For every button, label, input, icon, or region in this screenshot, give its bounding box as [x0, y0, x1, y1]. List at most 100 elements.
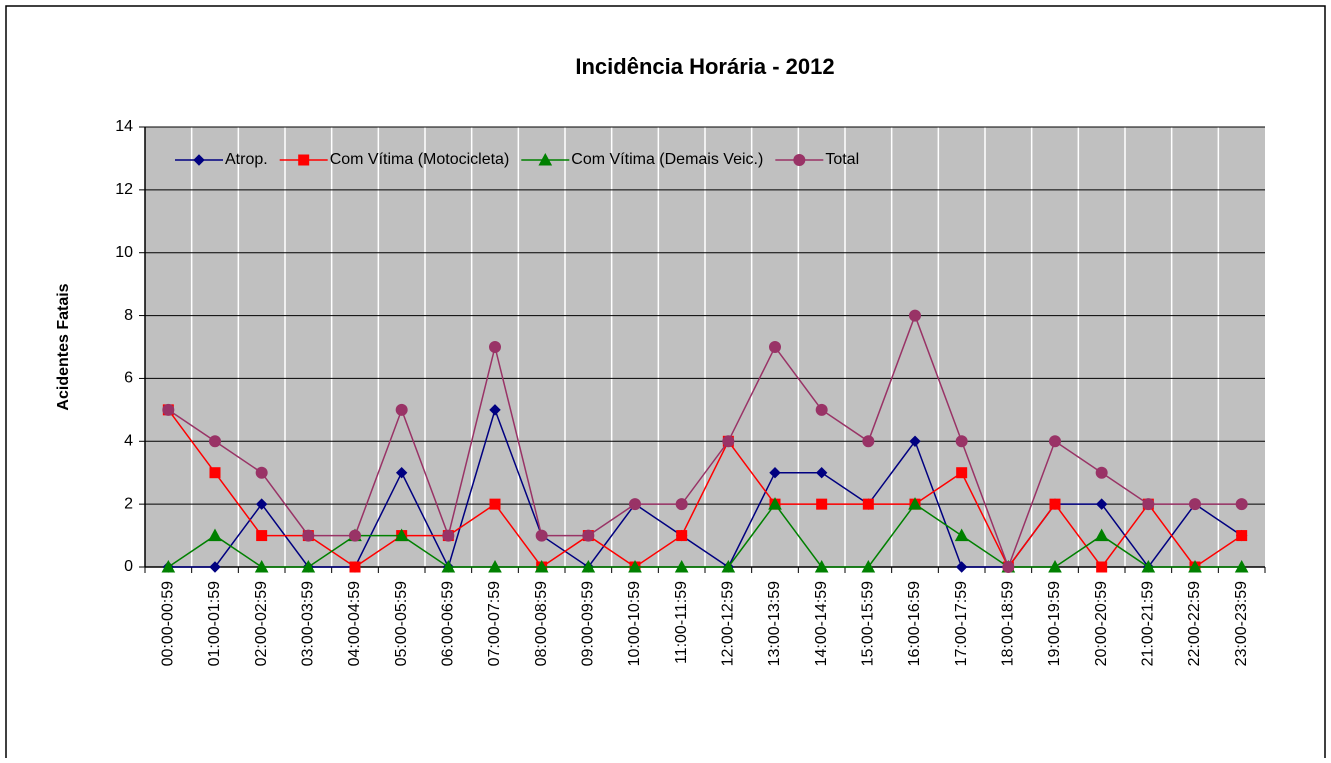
marker	[861, 559, 876, 573]
marker	[193, 154, 205, 166]
marker	[954, 528, 969, 542]
marker	[722, 435, 735, 448]
marker	[955, 435, 968, 448]
marker	[721, 559, 736, 573]
x-tick-label: 09:00-09:59	[580, 581, 597, 667]
x-tick-label: 15:00-15:59	[860, 581, 877, 667]
marker	[909, 309, 921, 322]
marker	[489, 498, 501, 510]
x-tick-label: 22:00-22:59	[1186, 581, 1203, 667]
marker	[162, 403, 175, 416]
marker	[538, 152, 553, 166]
marker	[1189, 498, 1201, 511]
marker	[956, 467, 968, 479]
marker	[816, 498, 828, 510]
marker	[535, 529, 548, 542]
marker	[161, 559, 176, 573]
x-tick-label: 23:00-23:59	[1233, 581, 1250, 667]
x-tick-label: 08:00-08:59	[533, 581, 550, 667]
y-tick-label: 10	[115, 244, 133, 261]
x-tick-label: 07:00-07:59	[486, 581, 503, 667]
x-tick-label: 13:00-13:59	[766, 581, 783, 667]
legend-label: Total	[825, 151, 859, 168]
marker	[675, 498, 688, 511]
marker	[254, 559, 269, 573]
y-tick-label: 12	[115, 181, 133, 198]
x-tick-label: 05:00-05:59	[393, 581, 410, 667]
marker	[255, 498, 268, 510]
marker	[489, 404, 501, 416]
marker	[256, 530, 268, 542]
marker	[815, 467, 828, 479]
x-tick-label: 03:00-03:59	[300, 581, 317, 667]
y-tick-label: 2	[124, 495, 133, 512]
series-line	[167, 502, 1242, 568]
x-tick-label: 14:00-14:59	[813, 581, 830, 667]
marker	[1236, 530, 1248, 542]
legend-label: Com Vítima (Motocicleta)	[330, 151, 510, 168]
marker	[298, 154, 310, 166]
legend-label: Atrop.	[225, 151, 268, 168]
chart-title: Incidência Horária - 2012	[575, 54, 834, 79]
marker	[674, 559, 689, 573]
x-tick-label: 20:00-20:59	[1093, 581, 1110, 667]
marker	[1141, 559, 1156, 573]
marker	[1094, 528, 1109, 542]
y-tick-label: 0	[124, 558, 133, 575]
marker	[442, 529, 455, 542]
marker	[793, 154, 806, 166]
series-line	[167, 313, 1242, 570]
marker	[209, 467, 221, 479]
x-tick-label: 02:00-02:59	[253, 581, 270, 667]
marker	[394, 528, 409, 542]
marker	[581, 559, 596, 573]
x-tick-label: 11:00-11:59	[673, 581, 690, 664]
marker	[769, 467, 781, 479]
marker	[676, 530, 688, 542]
marker	[395, 403, 408, 416]
marker	[862, 498, 874, 510]
y-tick-label: 8	[124, 307, 133, 324]
marker	[395, 467, 408, 479]
marker	[629, 498, 641, 511]
x-tick-label: 16:00-16:59	[906, 581, 923, 667]
marker	[208, 528, 222, 542]
series-line	[167, 409, 1243, 569]
marker	[955, 561, 968, 573]
x-tick-label: 18:00-18:59	[1000, 581, 1017, 667]
marker	[1095, 498, 1108, 510]
x-tick-label: 12:00-12:59	[720, 581, 737, 667]
x-tick-label: 04:00-04:59	[346, 581, 363, 667]
marker	[1048, 559, 1062, 573]
marker	[862, 435, 875, 448]
y-axis-label: Acidentes Fatais	[55, 283, 72, 410]
marker	[815, 403, 828, 416]
marker	[909, 435, 921, 447]
marker	[814, 559, 829, 573]
x-tick-label: 00:00-00:59	[160, 581, 177, 667]
x-tick-label: 17:00-17:59	[953, 581, 970, 667]
marker	[908, 497, 922, 510]
marker	[1002, 561, 1015, 573]
marker	[302, 529, 315, 542]
marker	[628, 559, 642, 573]
x-tick-label: 19:00-19:59	[1046, 581, 1063, 667]
marker	[1234, 559, 1249, 573]
y-tick-label: 14	[115, 118, 133, 135]
marker	[1096, 561, 1108, 573]
marker	[301, 559, 316, 573]
marker	[441, 559, 456, 573]
marker	[1188, 559, 1202, 573]
marker	[1142, 498, 1155, 511]
marker	[349, 529, 361, 542]
marker	[1235, 498, 1248, 511]
marker	[488, 559, 502, 573]
x-tick-label: 21:00-21:59	[1140, 581, 1157, 667]
marker	[769, 341, 781, 353]
marker	[582, 529, 595, 542]
marker	[768, 497, 782, 510]
marker	[534, 559, 549, 573]
marker	[209, 435, 221, 448]
x-tick-label: 06:00-06:59	[440, 581, 457, 667]
